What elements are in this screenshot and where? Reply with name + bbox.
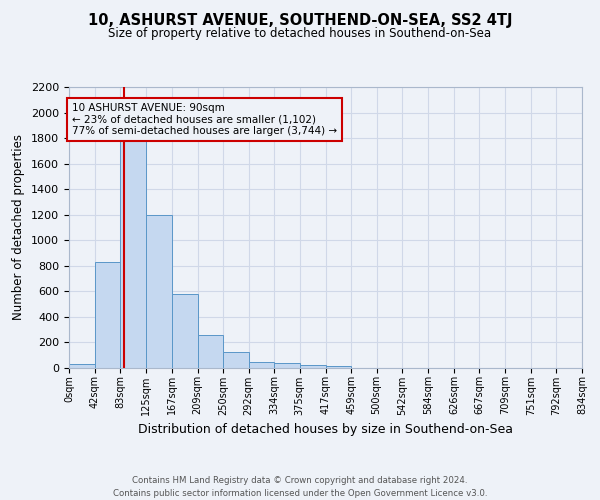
Text: 10, ASHURST AVENUE, SOUTHEND-ON-SEA, SS2 4TJ: 10, ASHURST AVENUE, SOUTHEND-ON-SEA, SS2…	[88, 12, 512, 28]
Text: Contains public sector information licensed under the Open Government Licence v3: Contains public sector information licen…	[113, 489, 487, 498]
Bar	[299, 365, 325, 368]
Text: 10 ASHURST AVENUE: 90sqm
← 23% of detached houses are smaller (1,102)
77% of sem: 10 ASHURST AVENUE: 90sqm ← 23% of detach…	[72, 103, 337, 136]
Bar	[223, 352, 248, 368]
Bar	[274, 363, 299, 368]
Text: Size of property relative to detached houses in Southend-on-Sea: Size of property relative to detached ho…	[109, 28, 491, 40]
Bar	[197, 335, 223, 368]
Text: Contains HM Land Registry data © Crown copyright and database right 2024.: Contains HM Land Registry data © Crown c…	[132, 476, 468, 485]
Bar	[172, 294, 197, 368]
X-axis label: Distribution of detached houses by size in Southend-on-Sea: Distribution of detached houses by size …	[138, 423, 513, 436]
Bar	[69, 364, 95, 368]
Bar	[325, 366, 352, 368]
Bar	[146, 215, 172, 368]
Bar	[95, 262, 120, 368]
Bar	[248, 362, 274, 368]
Y-axis label: Number of detached properties: Number of detached properties	[13, 134, 25, 320]
Bar	[120, 136, 146, 368]
